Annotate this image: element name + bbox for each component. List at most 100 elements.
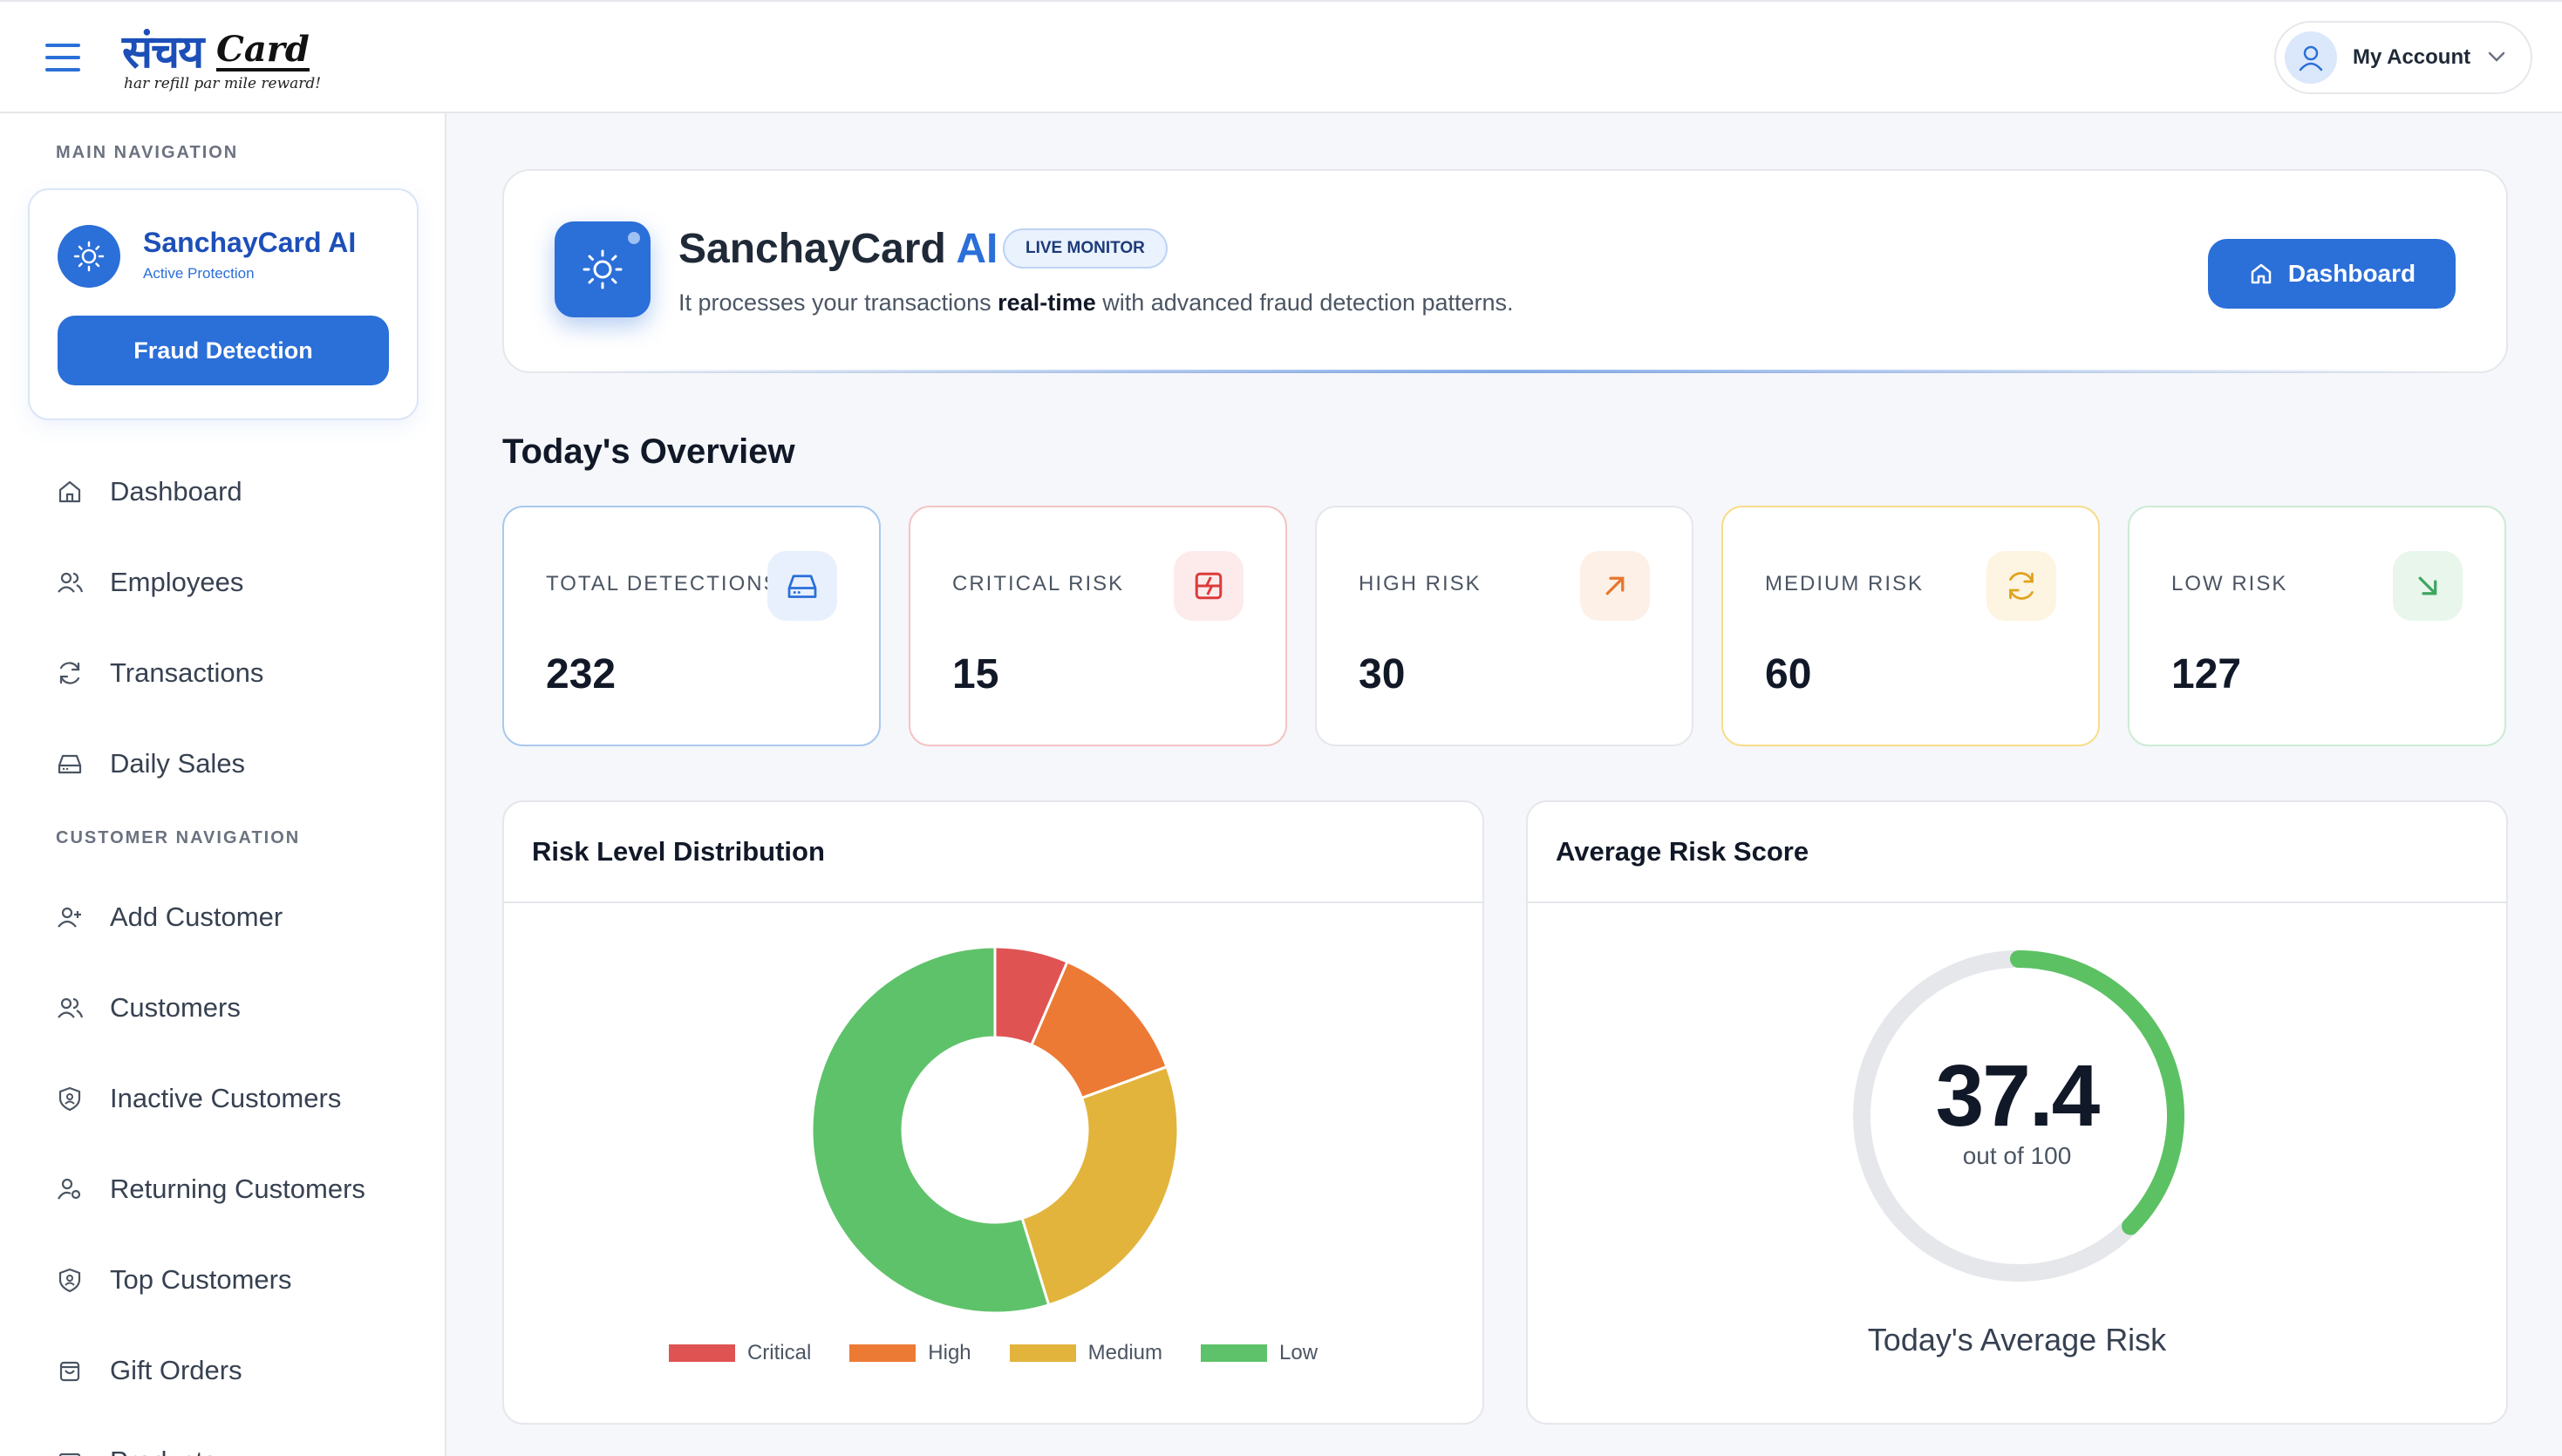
stat-icon-badge xyxy=(767,551,837,621)
stat-card-low-risk[interactable]: LOW RISK 127 xyxy=(2128,506,2506,746)
logo-tagline: har refill par mile reward! xyxy=(124,75,322,92)
user-cog-icon xyxy=(58,1178,81,1200)
banner-title-main: SanchayCard xyxy=(678,226,946,272)
legend-swatch xyxy=(668,1344,735,1362)
legend-label: Medium xyxy=(1087,1341,1163,1364)
customer-nav-heading: CUSTOMER NAVIGATION xyxy=(56,828,301,847)
logo-card-text: Card xyxy=(216,29,310,71)
sidebar-item-daily-sales[interactable]: Daily Sales xyxy=(56,738,422,790)
ai-icon-badge xyxy=(58,225,120,288)
chevron-down-icon xyxy=(2488,51,2505,62)
sidebar-item-customers[interactable]: Customers xyxy=(56,982,422,1034)
sidebar-item-label: Gift Orders xyxy=(110,1355,242,1385)
dashboard-button[interactable]: Dashboard xyxy=(2208,239,2456,309)
shopping-bag-icon xyxy=(59,1361,80,1382)
average-risk-scale: out of 100 xyxy=(1962,1142,2072,1169)
stat-icon-badge xyxy=(1580,551,1650,621)
sidebar-item-gift-orders[interactable]: Gift Orders xyxy=(56,1344,422,1397)
stat-label: TOTAL DETECTIONS xyxy=(546,572,780,595)
legend-swatch xyxy=(1201,1344,1268,1362)
sidebar-item-inactive-customers[interactable]: Inactive Customers xyxy=(56,1072,422,1125)
chart-legend: Critical High Medium Low xyxy=(504,1341,1482,1365)
panel-title: Average Risk Score xyxy=(1528,802,2506,903)
banner-accent-line xyxy=(556,370,2454,373)
sidebar-item-label: Products xyxy=(110,1446,216,1456)
sidebar-item-transactions[interactable]: Transactions xyxy=(56,647,422,699)
stat-value: 232 xyxy=(546,651,617,697)
refresh-icon xyxy=(59,662,80,684)
donut-slice-medium[interactable] xyxy=(1020,1065,1180,1307)
logo[interactable]: संचय Card har refill par mile reward! xyxy=(122,19,331,98)
legend-item-low[interactable]: Low xyxy=(1201,1341,1318,1365)
sidebar: MAIN NAVIGATION SanchayCard AI Active Pr… xyxy=(0,113,446,1456)
stat-icon-badge xyxy=(1986,551,2056,621)
stat-card-total-detections[interactable]: TOTAL DETECTIONS 232 xyxy=(502,506,881,746)
sidebar-item-returning-customers[interactable]: Returning Customers xyxy=(56,1163,422,1215)
shield-icon xyxy=(58,1268,81,1293)
ai-icon-badge xyxy=(555,221,651,317)
sidebar-item-top-customers[interactable]: Top Customers xyxy=(56,1254,422,1306)
logo-mark: संचय xyxy=(122,25,204,78)
legend-item-high[interactable]: High xyxy=(849,1341,971,1365)
risk-donut-chart xyxy=(810,945,1180,1315)
user-plus-icon xyxy=(58,907,81,928)
ai-card-title: SanchayCard AI xyxy=(143,227,357,258)
users-icon xyxy=(58,572,84,593)
account-menu-button[interactable]: My Account xyxy=(2274,21,2532,94)
risk-gauge xyxy=(1853,950,2184,1282)
dashboard-button-label: Dashboard xyxy=(2287,260,2416,287)
legend-item-medium[interactable]: Medium xyxy=(1009,1341,1163,1365)
home-icon xyxy=(2251,263,2272,284)
stat-card-medium-risk[interactable]: MEDIUM RISK 60 xyxy=(1721,506,2100,746)
account-label: My Account xyxy=(2353,45,2471,69)
stat-label: MEDIUM RISK xyxy=(1765,572,1925,595)
shield-icon xyxy=(58,1086,81,1112)
legend-label: High xyxy=(928,1341,971,1364)
ai-card-subtitle: Active Protection xyxy=(143,265,255,282)
overview-title: Today's Overview xyxy=(502,432,795,471)
avatar xyxy=(2285,31,2337,84)
sun-icon xyxy=(73,241,105,272)
sidebar-item-label: Employees xyxy=(110,567,244,597)
average-risk-caption: Today's Average Risk xyxy=(1867,1322,2167,1357)
legend-label: Critical xyxy=(746,1341,812,1364)
legend-item-critical[interactable]: Critical xyxy=(668,1341,812,1365)
sidebar-item-label: Returning Customers xyxy=(110,1174,365,1204)
average-risk-value: 37.4 xyxy=(1935,1047,2101,1145)
stat-value: 60 xyxy=(1765,651,1812,697)
user-icon xyxy=(2299,45,2323,71)
stat-card-critical-risk[interactable]: CRITICAL RISK 15 xyxy=(909,506,1287,746)
menu-icon[interactable] xyxy=(45,44,80,73)
users-icon xyxy=(58,997,84,1018)
home-icon xyxy=(58,480,81,503)
donut-slice-low[interactable] xyxy=(810,945,1051,1315)
sidebar-item-employees[interactable]: Employees xyxy=(56,556,422,609)
stat-card-high-risk[interactable]: HIGH RISK 30 xyxy=(1315,506,1693,746)
average-risk-panel: Average Risk Score 37.4 out of 100 Today… xyxy=(1526,800,2508,1425)
stat-label: CRITICAL RISK xyxy=(952,572,1125,595)
arrow-up-right-icon xyxy=(1605,576,1625,595)
stat-value: 15 xyxy=(952,651,999,697)
arrow-down-right-icon xyxy=(2418,576,2437,595)
ai-card: SanchayCard AI Active Protection Fraud D… xyxy=(28,188,419,420)
top-bar: संचय Card har refill par mile reward! My… xyxy=(0,0,2562,113)
sidebar-item-dashboard[interactable]: Dashboard xyxy=(56,466,422,518)
drive-icon xyxy=(787,575,817,598)
live-monitor-badge: LIVE MONITOR xyxy=(1003,228,1168,269)
sidebar-item-products[interactable]: Products xyxy=(56,1435,422,1456)
gauge-progress-arc xyxy=(2010,950,2184,1235)
banner-title: SanchayCard AI xyxy=(678,225,998,273)
sidebar-item-label: Dashboard xyxy=(110,476,242,507)
panel-title: Risk Level Distribution xyxy=(504,802,1482,903)
stat-label: LOW RISK xyxy=(2171,572,2288,595)
drive-icon xyxy=(58,754,82,774)
desc-bold: real-time xyxy=(998,289,1096,316)
refresh-icon xyxy=(2009,572,2034,600)
sidebar-item-label: Customers xyxy=(110,992,241,1023)
sidebar-item-label: Add Customer xyxy=(110,901,283,932)
banner-description: It processes your transactions real-time… xyxy=(678,289,1514,316)
fraud-detection-button[interactable]: Fraud Detection xyxy=(58,316,389,385)
sidebar-item-add-customer[interactable]: Add Customer xyxy=(56,891,422,943)
legend-label: Low xyxy=(1279,1341,1318,1364)
stat-value: 127 xyxy=(2171,651,2242,697)
